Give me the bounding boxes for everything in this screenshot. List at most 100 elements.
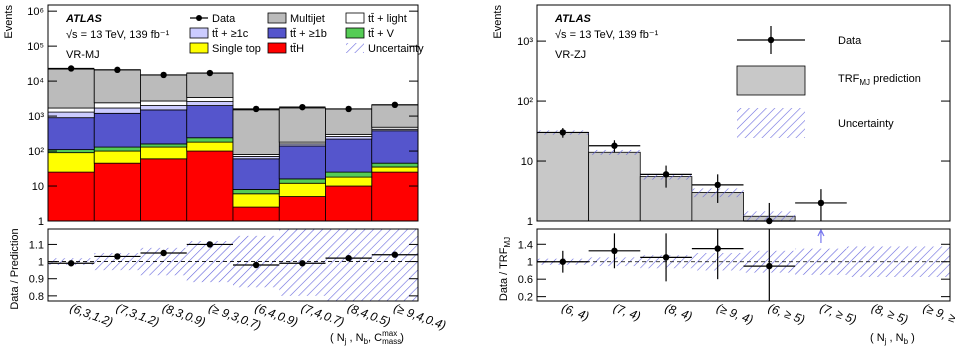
region-label: VR-ZJ: [555, 49, 586, 61]
x-tick-label: (≥ 9, 4): [715, 301, 755, 327]
data-point: [611, 142, 618, 149]
legend-label: tt̄H: [290, 43, 304, 55]
text-part: prediction: [870, 73, 921, 85]
bar: [93, 102, 141, 109]
x-tick-label: (7, 4): [611, 301, 642, 324]
text-part: MJ: [503, 237, 512, 248]
y-axis-label: Events: [3, 5, 15, 39]
bar: [325, 171, 373, 178]
ratio-point: [252, 261, 260, 269]
ratio-point: [662, 254, 670, 261]
ratio-point: [714, 245, 721, 252]
legend-swatch: [189, 42, 209, 54]
text-part: mass: [382, 337, 401, 346]
legend-label: TRFMJ prediction: [838, 73, 921, 87]
plot-frame: [536, 4, 951, 222]
ratio-point: [391, 251, 399, 258]
ratio-point: [67, 260, 75, 267]
bar: [93, 69, 141, 104]
y-tick-label: 1: [527, 257, 533, 269]
ratio-uncertainty: [94, 253, 141, 271]
text-part: ( N: [870, 332, 885, 344]
bar: [278, 182, 326, 197]
bar: [93, 146, 141, 152]
bar: [186, 141, 234, 152]
text-part: b: [364, 337, 369, 346]
bar: [325, 108, 373, 135]
text-part: max: [382, 329, 397, 338]
bar: [47, 107, 95, 113]
legend-swatch: [737, 108, 805, 138]
text-part: j: [884, 337, 887, 346]
legend-label: Single top: [212, 43, 261, 55]
x-tick-label: (6,3,1.2): [68, 301, 115, 329]
data-point: [114, 66, 121, 74]
bar: [140, 143, 188, 148]
text-part: ): [908, 332, 915, 344]
y-tick-label: 1.4: [518, 239, 533, 251]
ratio-frame: [536, 228, 951, 302]
x-tick-label: (8, 4): [663, 301, 694, 324]
legend-label: tt̄ + ≥1c: [212, 28, 249, 40]
ratio-point: [206, 241, 214, 248]
y-tick-label: 10: [32, 181, 44, 193]
y-tick-label: 0.2: [518, 292, 533, 304]
bar: [232, 193, 280, 208]
text-part: j: [344, 337, 347, 346]
y-tick-label: 10: [521, 156, 533, 168]
bar: [47, 117, 95, 151]
legend-label: tt̄ + ≥1b: [290, 28, 327, 40]
bar: [232, 206, 280, 222]
legend-label: Uncertainty: [838, 118, 894, 130]
bar: [47, 68, 95, 109]
y-tick-label: 10²: [517, 96, 533, 108]
energy-label: √s = 13 TeV, 139 fb⁻¹: [66, 29, 170, 41]
y-tick-label: 1: [527, 216, 533, 228]
bar: [325, 176, 373, 187]
data-point: [299, 103, 306, 111]
x-tick-label: (≥ 9, ≥ 5): [921, 301, 955, 331]
y-tick-label: 10³: [28, 111, 44, 123]
data-point: [252, 105, 260, 113]
x-tick-label: (8,3,0.9): [161, 301, 208, 329]
bar: [140, 100, 188, 106]
data-point: [160, 71, 167, 79]
bar: [47, 152, 95, 173]
bar: [186, 105, 234, 139]
x-axis-label: ( Nj , Nb, Cmassmax ): [330, 329, 404, 346]
bar: [93, 162, 141, 222]
text-part: Data / TRF: [498, 247, 510, 301]
text-part: , N: [886, 332, 903, 344]
y-axis-label: Events: [492, 5, 504, 39]
bar: [232, 109, 280, 155]
bar: [371, 171, 419, 222]
experiment-label: ATLAS: [65, 13, 103, 25]
y-tick-label: 0.8: [29, 291, 44, 303]
text-part: , C: [368, 332, 382, 344]
legend-swatch: [736, 65, 806, 96]
x-tick-label: (6, 4): [560, 301, 591, 324]
x-tick-label: (7, ≥ 5): [818, 301, 858, 327]
x-tick-label: (7,3,1.2): [114, 301, 161, 329]
legend-label: tt̄ + light: [368, 13, 407, 25]
data-point: [67, 65, 75, 72]
y-tick-label: 10⁶: [27, 6, 44, 18]
text-part: , N: [346, 332, 363, 344]
text-part: ( N: [330, 332, 345, 344]
legend-label: Data: [212, 13, 236, 25]
bar: [325, 138, 373, 173]
bar: [93, 107, 141, 114]
ratio-point: [299, 260, 306, 267]
x-tick-label: (≥ 9,3,0.7): [207, 301, 263, 333]
x-tick-label: (≥ 9,4,0.4): [392, 301, 448, 333]
ratio-point: [345, 254, 352, 262]
bar: [93, 150, 141, 164]
x-tick-label: (8,4,0.5): [346, 301, 393, 329]
bar: [140, 146, 188, 160]
bar: [371, 166, 419, 173]
ratio-frame: [47, 228, 419, 302]
legend-swatch: [189, 27, 209, 39]
y-tick-label: 1: [38, 216, 44, 228]
legend-swatch: [345, 12, 365, 24]
